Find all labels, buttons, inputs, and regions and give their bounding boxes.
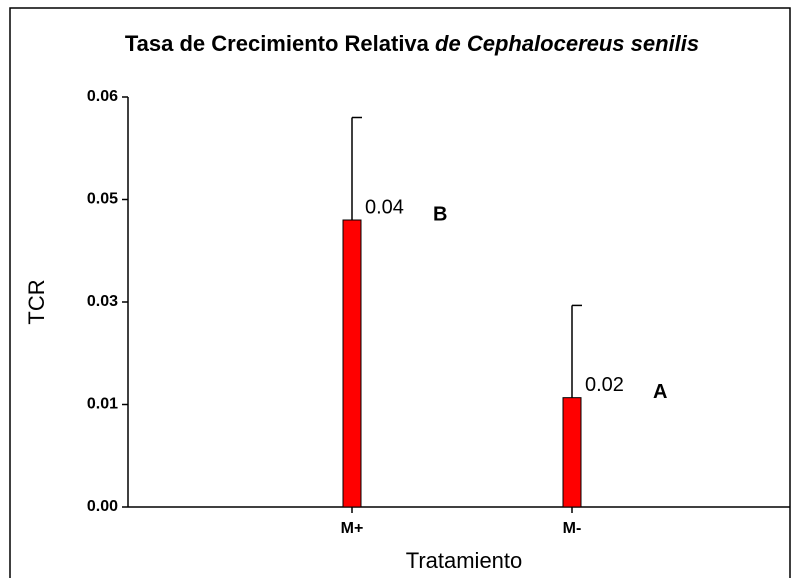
annotation: A [653, 381, 667, 403]
y-tick-label: 0.06 [87, 88, 118, 105]
value-label: 0.04 [365, 196, 404, 218]
frame [9, 7, 791, 578]
y-tick-label: 0.05 [87, 191, 118, 208]
y-tick-label: 0.01 [87, 396, 118, 413]
x-axis-label: Tratamiento [406, 548, 523, 573]
y-tick-label: 0.00 [87, 498, 118, 515]
title-italic: de Cephalocereus senilis [435, 31, 699, 56]
chart-title: Tasa de Crecimiento Relativa de Cephaloc… [125, 31, 699, 56]
y-axis-label: TCR [24, 279, 49, 324]
y-tick-label: 0.03 [87, 293, 118, 310]
bar [562, 397, 582, 508]
annotation: B [433, 203, 447, 225]
value-label: 0.02 [585, 374, 624, 396]
title-main: Tasa de Crecimiento Relativa [125, 31, 430, 56]
bar [342, 219, 362, 508]
x-tick-label: M- [563, 520, 582, 537]
x-tick-label: M+ [341, 520, 364, 537]
